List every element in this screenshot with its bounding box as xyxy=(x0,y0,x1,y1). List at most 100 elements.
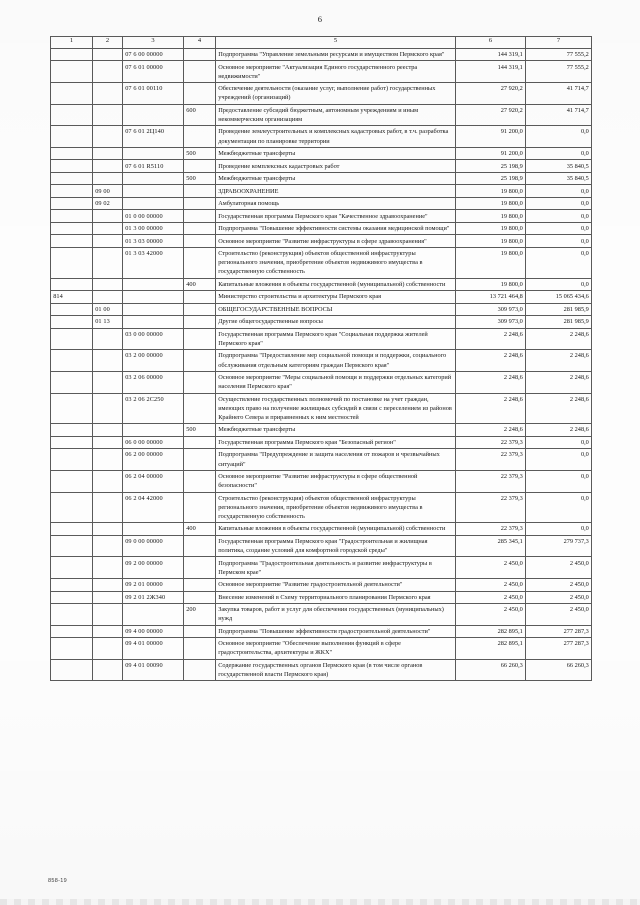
table-row: 500 Межбюджетные трансферты 2 248,6 2 248,6 xyxy=(50,423,592,437)
cell-chapter-code xyxy=(50,448,93,471)
cell-target-code xyxy=(122,184,184,198)
cell-chapter-code: 814 xyxy=(50,290,93,304)
cell-section-code xyxy=(92,171,123,186)
cell-item-name: Капитальные вложения в объекты государст… xyxy=(215,522,456,536)
table-row: 09 2 00 00000 Подпрограмма "Градостроител… xyxy=(50,556,592,580)
cell-target-code: 01 0 00 00000 xyxy=(122,209,184,223)
table-row: 09 0 00 00000 Государственная программа П… xyxy=(50,534,592,558)
cell-chapter-code xyxy=(50,658,93,682)
cell-expense-type-code xyxy=(183,290,216,304)
table-row: 500 Межбюджетные трансферты 91 200,0 0,0 xyxy=(50,146,592,161)
cell-amount-year1: 309 973,0 xyxy=(455,315,526,329)
cell-amount-year1: 22 379,3 xyxy=(455,491,526,524)
scan-bottom-edge xyxy=(0,899,640,905)
cell-target-code xyxy=(122,522,184,536)
cell-amount-year1: 2 450,0 xyxy=(455,603,526,626)
table-row: 06 2 04 00000 Основное мероприятие "Разви… xyxy=(50,469,592,493)
cell-amount-year2: 2 248,6 xyxy=(525,392,592,425)
cell-amount-year1: 282 895,1 xyxy=(455,637,526,660)
cell-section-code xyxy=(92,491,123,524)
cell-section-code xyxy=(92,221,123,236)
table-row: 09 2 01 00000 Основное мероприятие "Разви… xyxy=(50,578,592,592)
cell-target-code xyxy=(122,146,184,161)
cell-amount-year1: 22 379,3 xyxy=(455,522,526,536)
cell-chapter-code xyxy=(50,125,93,148)
budget-table-container: 1 2 3 4 5 6 7 07 6 00 00000 Подпрограмма … xyxy=(50,36,592,682)
cell-item-name: Государственная программа Пермского края… xyxy=(215,327,456,351)
table-row: 07 6 01 2Ц140 Проведение землеустроительн… xyxy=(50,125,592,148)
cell-amount-year1: 22 379,3 xyxy=(455,448,526,471)
cell-chapter-code xyxy=(50,370,93,394)
cell-expense-type-code xyxy=(183,590,216,604)
cell-target-code: 03 2 00 00000 xyxy=(122,349,184,372)
cell-expense-type-code xyxy=(183,491,216,524)
footer-code: 858-19 xyxy=(48,878,67,884)
cell-item-name: Межбюджетные трансферты xyxy=(215,171,456,186)
table-row: 09 00 ЗДРАВООХРАНЕНИЕ 19 800,0 0,0 xyxy=(50,184,592,198)
cell-amount-year2: 0,0 xyxy=(525,221,592,236)
table-row: 09 02 Амбулаторная помощь 19 800,0 0,0 xyxy=(50,196,592,211)
cell-target-code: 09 2 00 00000 xyxy=(122,556,184,580)
cell-expense-type-code xyxy=(183,125,216,148)
table-row: 01 13 Другие общегосударственные вопросы 3… xyxy=(50,315,592,329)
cell-amount-year1: 2 450,0 xyxy=(455,578,526,592)
cell-item-name: Межбюджетные трансферты xyxy=(215,423,456,437)
cell-amount-year1: 2 248,6 xyxy=(455,349,526,372)
cell-amount-year2: 0,0 xyxy=(525,246,592,279)
cell-section-code xyxy=(92,209,123,223)
cell-item-name: Подпрограмма "Предоставление мер социаль… xyxy=(215,349,456,372)
cell-amount-year2: 277 287,3 xyxy=(525,624,592,639)
cell-target-code xyxy=(122,196,184,211)
cell-chapter-code xyxy=(50,423,93,437)
cell-expense-type-code xyxy=(183,246,216,279)
cell-amount-year2: 77 555,2 xyxy=(525,60,592,84)
cell-section-code xyxy=(92,47,123,62)
cell-chapter-code xyxy=(50,491,93,524)
cell-amount-year2: 15 065 434,6 xyxy=(525,290,592,304)
cell-item-name: Основное мероприятие "Развитие инфрастру… xyxy=(215,469,456,493)
cell-amount-year1: 22 379,3 xyxy=(455,469,526,493)
cell-expense-type-code: 200 xyxy=(183,603,216,626)
cell-amount-year2: 0,0 xyxy=(525,184,592,198)
cell-item-name: Содержание государственных органов Пермс… xyxy=(215,658,456,682)
col-header-4: 4 xyxy=(183,36,216,49)
cell-chapter-code xyxy=(50,534,93,558)
cell-chapter-code xyxy=(50,184,93,198)
table-row: 07 6 01 00110 Обеспечение деятельности (о… xyxy=(50,82,592,105)
col-header-5: 5 xyxy=(215,36,456,49)
cell-amount-year2: 2 248,6 xyxy=(525,349,592,372)
table-row: 200 Закупка товаров, работ и услуг для об… xyxy=(50,603,592,626)
cell-section-code xyxy=(92,103,123,127)
cell-expense-type-code xyxy=(183,221,216,236)
cell-chapter-code xyxy=(50,603,93,626)
cell-expense-type-code xyxy=(183,624,216,639)
cell-chapter-code xyxy=(50,82,93,105)
cell-chapter-code xyxy=(50,196,93,211)
cell-chapter-code xyxy=(50,159,93,173)
cell-target-code: 09 2 01 2Ж340 xyxy=(122,590,184,604)
cell-item-name: Основное мероприятие "Актуализация Едино… xyxy=(215,60,456,84)
cell-item-name: Подпрограмма "Предупреждение и защита на… xyxy=(215,448,456,471)
table-row: 03 2 06 00000 Основное мероприятие "Меры … xyxy=(50,370,592,394)
cell-amount-year2: 0,0 xyxy=(525,435,592,450)
table-row: 03 2 06 2С250 Осуществление государственн… xyxy=(50,392,592,425)
page-number: 6 xyxy=(317,14,323,24)
table-row: 814 Министерство строительства и архитект… xyxy=(50,290,592,304)
cell-section-code xyxy=(92,277,123,292)
table-row: 07 6 00 00000 Подпрограмма "Управление зе… xyxy=(50,47,592,62)
cell-expense-type-code xyxy=(183,184,216,198)
cell-section-code xyxy=(92,125,123,148)
table-row: 500 Межбюджетные трансферты 25 198,9 35 840… xyxy=(50,171,592,186)
cell-target-code: 06 0 00 00000 xyxy=(122,435,184,450)
cell-amount-year1: 19 800,0 xyxy=(455,184,526,198)
table-row: 01 3 03 42000 Строительство (реконструкци… xyxy=(50,246,592,279)
cell-target-code xyxy=(122,315,184,329)
cell-amount-year1: 19 800,0 xyxy=(455,221,526,236)
cell-amount-year2: 0,0 xyxy=(525,234,592,248)
col-header-3: 3 xyxy=(122,36,184,49)
col-header-2: 2 xyxy=(92,36,123,49)
cell-target-code: 01 3 03 42000 xyxy=(122,246,184,279)
cell-item-name: Основное мероприятие "Развитие инфрастру… xyxy=(215,234,456,248)
cell-section-code: 09 00 xyxy=(92,184,123,198)
